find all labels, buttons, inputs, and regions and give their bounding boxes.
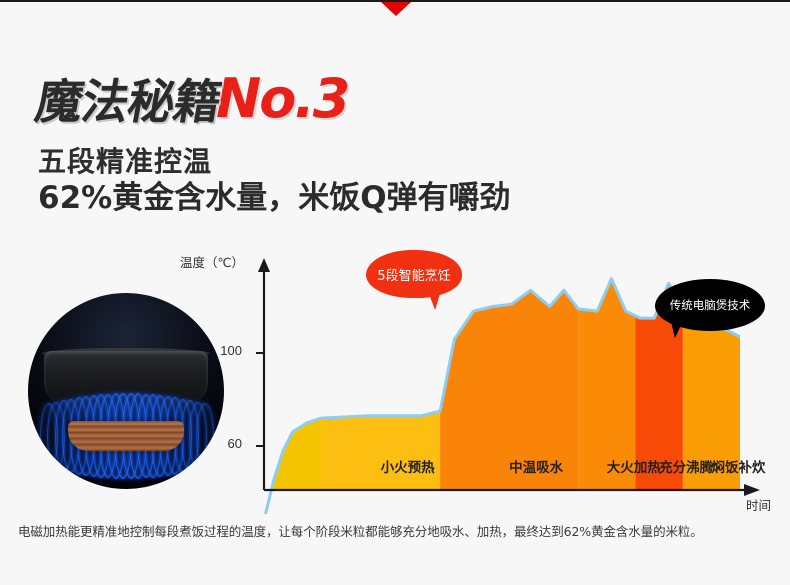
- callout-smart-cooking: 5段智能烹饪: [366, 250, 462, 311]
- chart-canvas: [256, 258, 760, 514]
- inner-pot-photo: [28, 293, 224, 489]
- x-axis-label: 时间: [746, 498, 772, 513]
- induction-coil: [196, 403, 214, 469]
- headline-number: No.3: [216, 67, 350, 130]
- y-tick-100: 100: [220, 343, 242, 358]
- y-tick-60: 60: [227, 436, 242, 451]
- top-divider-rule: [0, 0, 790, 2]
- callout-traditional-tech-text: 传统电脑煲技术: [669, 298, 751, 312]
- subtitle-line-2: 62%黄金含水量，米饭Q弹有嚼劲: [38, 180, 511, 216]
- x-axis-arrow-icon: [744, 484, 760, 496]
- footer-description: 电磁加热能更精准地控制每段煮饭过程的温度，让每个阶段米粒都能够充分地吸水、加热，…: [18, 524, 703, 539]
- page-title: 魔法秘籍No.3: [31, 67, 350, 131]
- down-arrow-icon: [381, 2, 411, 16]
- subtitle-line-1: 五段精准控温: [38, 145, 213, 178]
- pot-base: [68, 421, 184, 451]
- stage-band: [264, 278, 322, 490]
- y-axis-label: 温度（℃）: [180, 255, 245, 270]
- temperature-chart: 温度（℃） 时间 100 60 小火预热 中温吸水 大火加热 充分沸腾 焖饭补炊: [180, 252, 780, 514]
- headline-chinese: 魔法秘籍: [31, 75, 225, 130]
- callout-traditional-tech: 传统电脑煲技术: [655, 279, 765, 340]
- y-axis-arrow-icon: [258, 258, 270, 272]
- callout-tail: [426, 287, 445, 311]
- stage-band: [578, 278, 636, 490]
- callout-smart-cooking-text: 5段智能烹饪: [377, 268, 451, 284]
